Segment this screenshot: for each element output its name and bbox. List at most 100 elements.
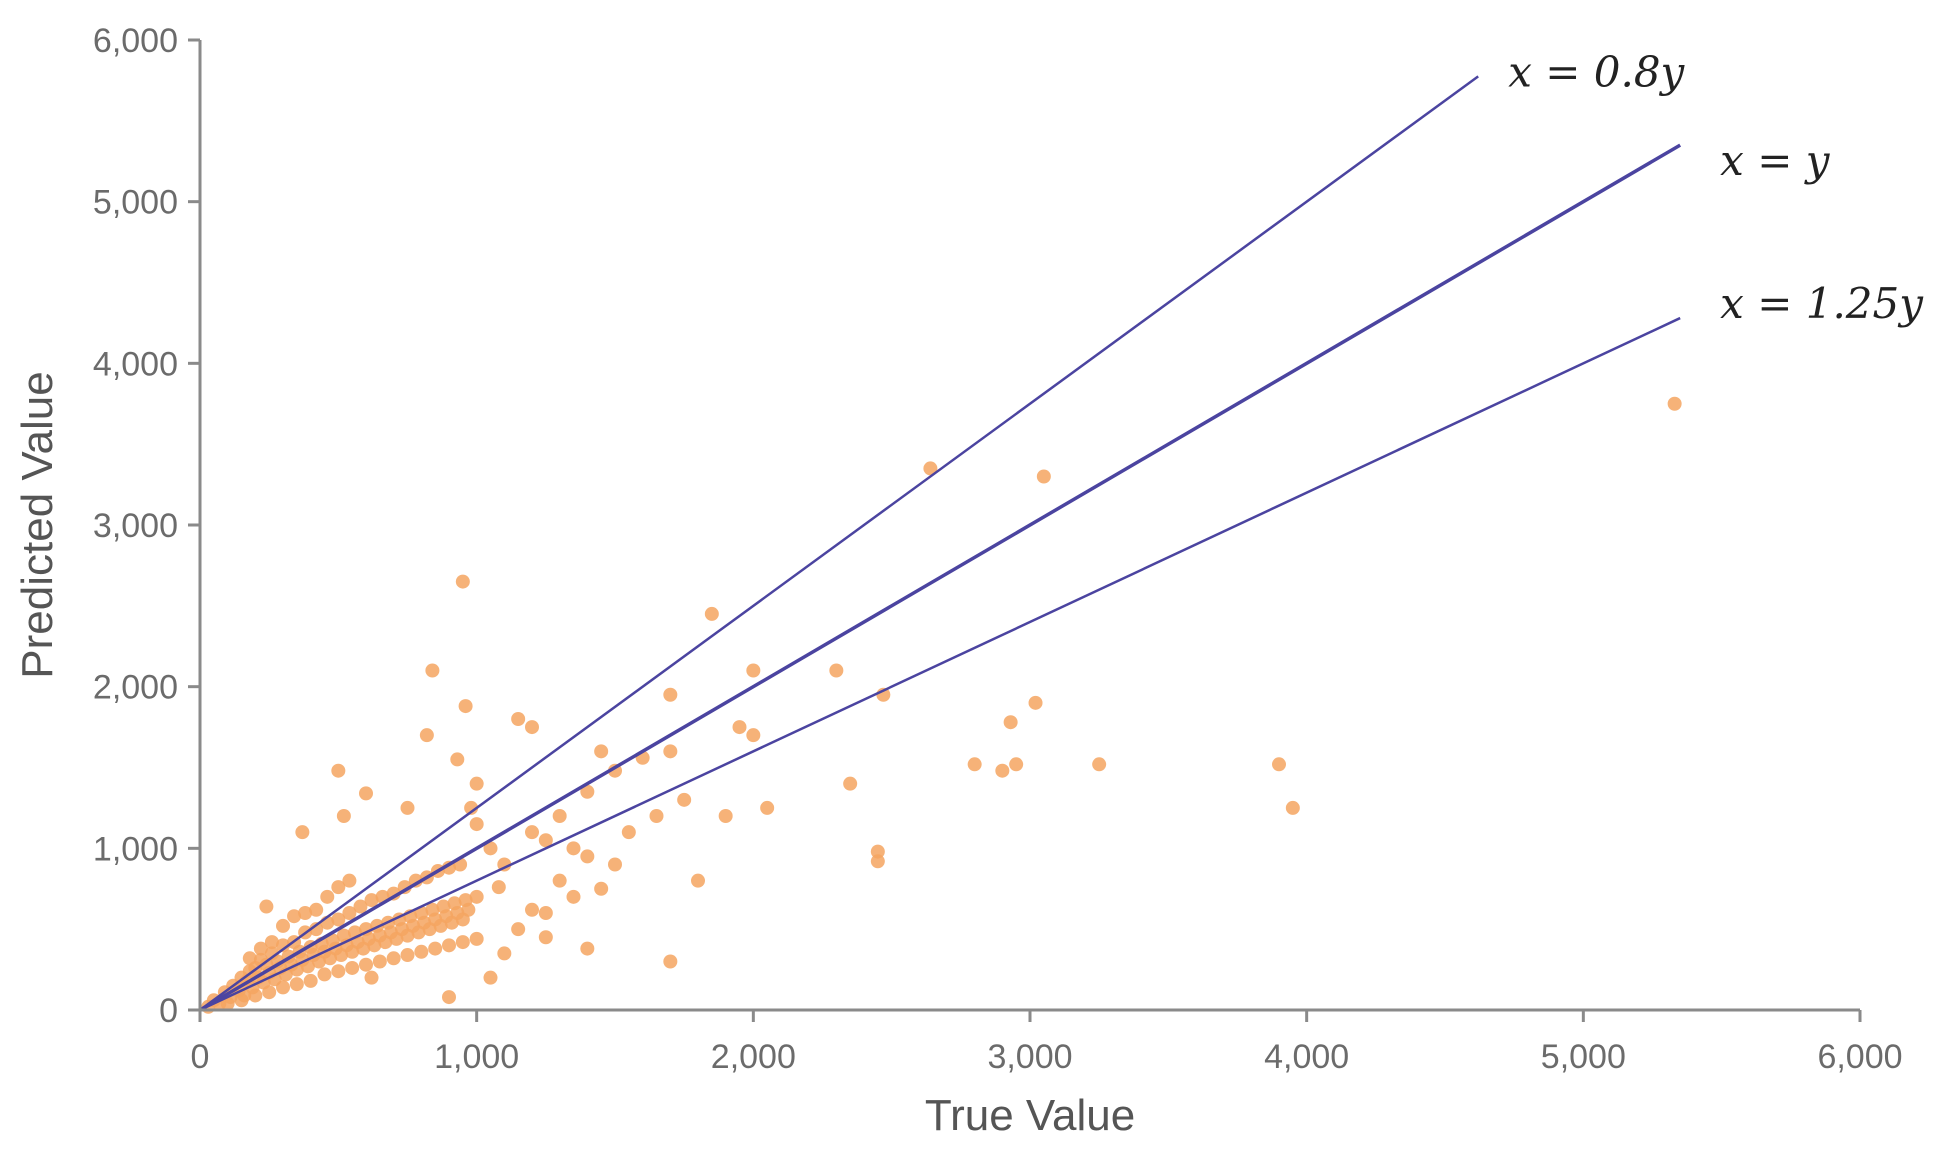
data-point — [677, 792, 692, 807]
data-point — [1009, 757, 1024, 772]
data-point — [663, 687, 678, 702]
y-tick-label: 5,000 — [93, 184, 178, 222]
data-point — [450, 752, 465, 767]
data-point — [649, 809, 664, 823]
data-point — [309, 902, 324, 917]
x-tick-label: 6,000 — [1817, 1038, 1902, 1076]
x-tick-label: 3,000 — [987, 1038, 1072, 1076]
data-point — [1272, 757, 1286, 772]
data-point — [525, 902, 539, 917]
data-point — [746, 663, 761, 678]
data-point — [331, 964, 346, 979]
data-point — [336, 809, 351, 823]
data-point — [276, 938, 290, 953]
y-tick-label: 0 — [159, 992, 178, 1030]
data-point — [455, 935, 470, 950]
x-tick-label: 1,000 — [434, 1038, 519, 1076]
data-point — [566, 841, 581, 856]
data-point — [511, 922, 526, 937]
reference-line — [199, 316, 1681, 1012]
data-point — [345, 960, 360, 975]
data-point — [538, 833, 553, 848]
data-point — [923, 461, 938, 476]
reference-lines-layer — [199, 75, 1682, 1012]
y-ticks: 0 1,000 2,000 3,000 4,000 5,000 6,000 — [93, 22, 200, 1030]
x-tick-label: 2,000 — [711, 1038, 796, 1076]
data-point — [829, 663, 844, 678]
data-point — [552, 809, 567, 823]
y-tick-label: 1,000 — [93, 830, 178, 868]
data-point — [663, 744, 678, 759]
data-point — [372, 954, 387, 969]
data-point — [242, 951, 257, 966]
data-point — [303, 973, 318, 988]
data-point — [732, 720, 747, 735]
data-point — [331, 880, 346, 895]
data-point — [580, 941, 595, 956]
data-point — [995, 763, 1010, 778]
data-point — [248, 988, 263, 1003]
data-point — [608, 857, 622, 872]
data-point — [469, 889, 484, 904]
data-point — [525, 720, 539, 735]
data-point — [359, 786, 373, 801]
data-point — [525, 825, 539, 840]
data-point — [469, 931, 484, 946]
data-point — [691, 873, 705, 888]
points-layer — [201, 396, 1682, 1014]
x-tick-label: 4,000 — [1264, 1038, 1349, 1076]
data-point — [331, 763, 346, 778]
data-point — [342, 873, 357, 888]
data-point — [483, 841, 498, 856]
data-point — [342, 906, 357, 920]
data-point — [1092, 757, 1107, 772]
data-point — [1667, 396, 1682, 411]
data-point — [1003, 715, 1018, 730]
data-point — [491, 880, 506, 895]
data-point — [594, 744, 609, 759]
data-point — [289, 977, 304, 992]
data-point — [1028, 695, 1043, 710]
data-point — [870, 854, 885, 869]
reference-line — [199, 143, 1682, 1012]
reference-line-label: x = 0.8y — [1508, 47, 1685, 96]
data-point — [1036, 469, 1051, 484]
data-point — [259, 899, 274, 914]
data-point — [580, 784, 595, 799]
data-point — [497, 946, 512, 961]
data-point — [455, 574, 470, 589]
data-point — [298, 906, 313, 920]
data-point — [511, 712, 526, 726]
data-point — [300, 959, 315, 974]
y-tick-label: 6,000 — [93, 22, 178, 60]
data-point — [538, 906, 553, 920]
data-point — [414, 944, 429, 959]
data-point — [331, 912, 346, 927]
reference-line-label: x = y — [1720, 136, 1831, 185]
data-point — [276, 980, 290, 995]
data-point — [428, 941, 443, 956]
data-point — [295, 825, 310, 840]
data-point — [425, 663, 440, 678]
reference-line-label: x = 1.25y — [1720, 279, 1924, 328]
data-point — [400, 948, 415, 963]
data-point — [469, 776, 484, 791]
data-point — [320, 889, 335, 904]
x-axis-title: True Value — [925, 1091, 1135, 1140]
reference-line — [199, 75, 1479, 1012]
data-point — [276, 918, 290, 933]
data-point — [760, 800, 775, 815]
y-axis-title: Predicted Value — [13, 371, 62, 678]
data-point — [253, 941, 268, 956]
data-point — [353, 899, 368, 914]
data-point — [364, 970, 379, 985]
data-point — [580, 849, 595, 864]
data-point — [552, 873, 567, 888]
data-point — [461, 902, 476, 917]
x-ticks: 0 1,000 2,000 3,000 4,000 5,000 6,000 — [191, 1010, 1903, 1076]
x-tick-label: 0 — [191, 1038, 210, 1076]
data-point — [663, 954, 678, 969]
data-point — [386, 951, 401, 966]
data-point — [419, 728, 434, 743]
y-tick-label: 2,000 — [93, 669, 178, 707]
